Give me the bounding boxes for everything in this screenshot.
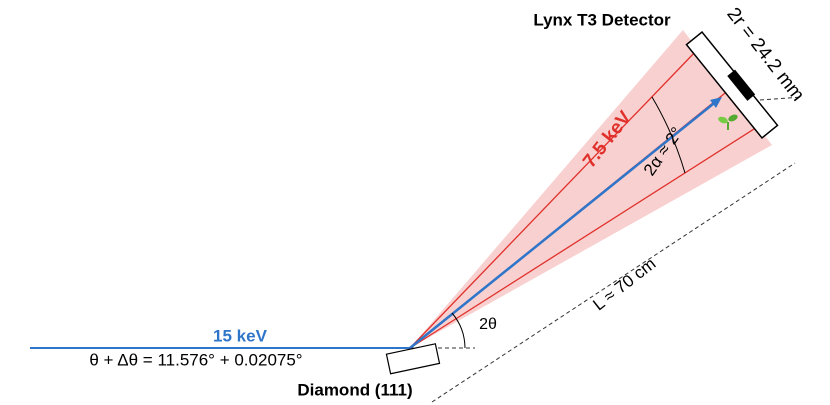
angle-arc (651, 96, 686, 174)
angle-arc (451, 312, 466, 349)
incident-energy-label: 15 keV (213, 326, 268, 345)
incident-angle-label: θ + Δθ = 11.576° + 0.02075° (89, 350, 302, 369)
ray (409, 49, 698, 349)
crystal (385, 343, 441, 375)
distance-label: L ≈ 70 cm (589, 254, 659, 314)
distance-line (431, 162, 796, 403)
detector-label: Lynx T3 Detector (533, 10, 671, 29)
crystal-label: Diamond (111) (297, 380, 412, 399)
arrow-head (710, 97, 722, 108)
ray (409, 121, 766, 349)
detector-chip (727, 69, 756, 101)
diffracted-beam (409, 99, 719, 349)
sprout-icon (718, 114, 738, 130)
scatter-angle-label: 2θ (479, 316, 497, 333)
beam-cone (410, 30, 772, 348)
size-line (759, 96, 803, 101)
